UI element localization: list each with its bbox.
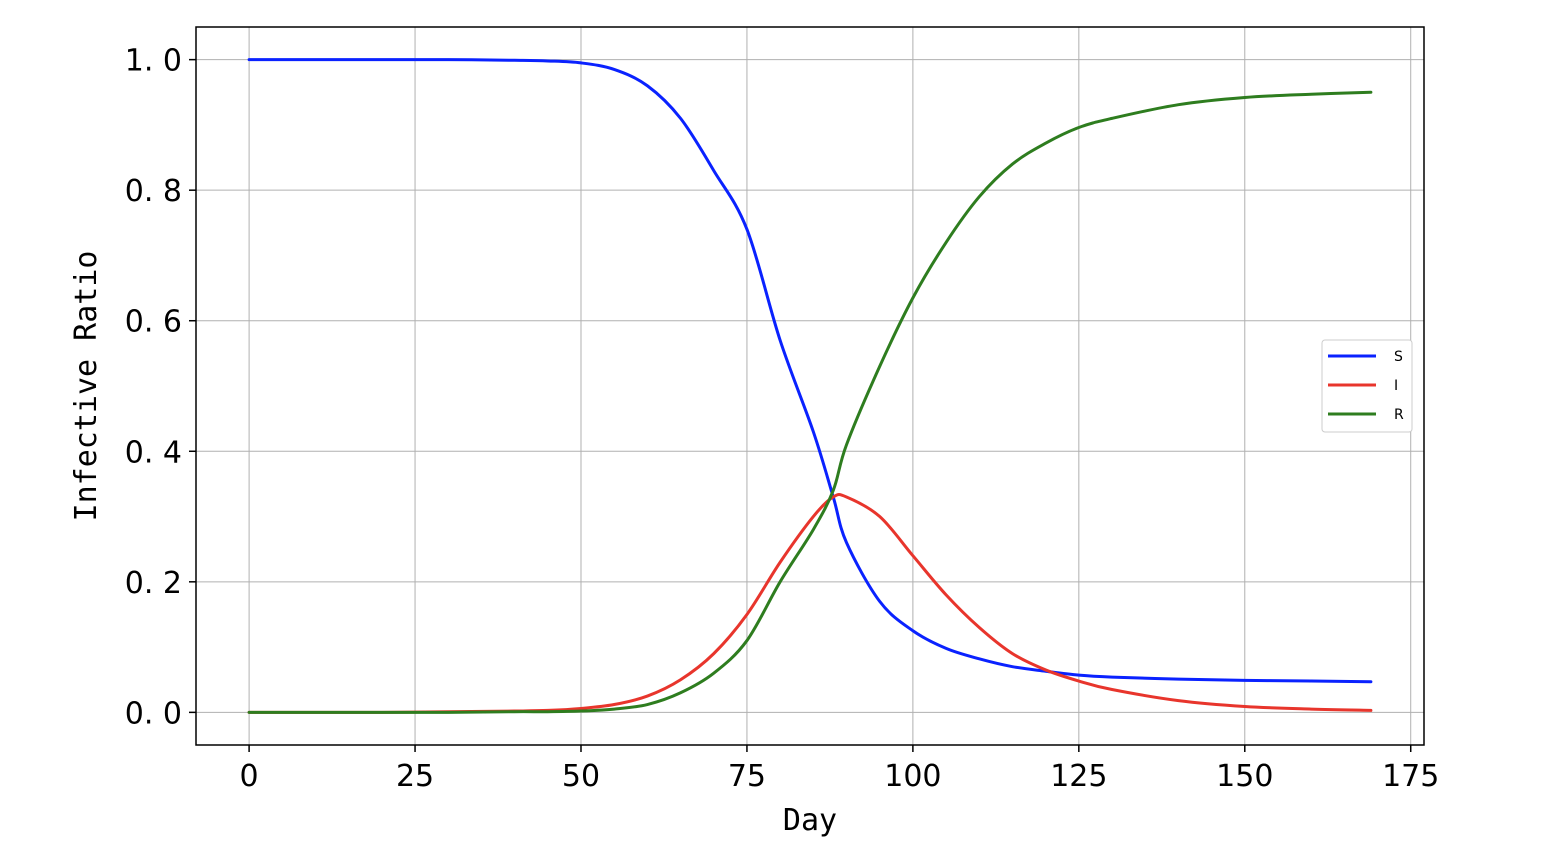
- x-tick-label: 0: [240, 759, 259, 794]
- legend-label-r: R: [1394, 407, 1404, 423]
- grid-lines: [196, 27, 1424, 745]
- series-lines: [247, 58, 1373, 714]
- x-tick-label: 175: [1382, 759, 1439, 794]
- x-tick-label: 75: [728, 759, 766, 794]
- axis-ticks: 0 25 50 75 100 125 150 175 0. 0 0. 2 0. 4 0. 6 0. 8 1…: [125, 44, 1440, 794]
- x-tick-label: 100: [884, 759, 941, 794]
- series-line-r: [247, 90, 1373, 714]
- legend-label-s: S: [1394, 349, 1403, 365]
- y-tick-label: 0. 6: [125, 305, 182, 340]
- x-tick-label: 125: [1050, 759, 1107, 794]
- x-axis-label: Day: [783, 803, 837, 838]
- y-tick-label: 0. 4: [125, 435, 182, 470]
- x-tick-label: 50: [562, 759, 600, 794]
- series-line-s: [247, 58, 1373, 684]
- plot-frame: [195, 26, 1425, 746]
- legend-label-i: I: [1394, 378, 1398, 394]
- x-tick-label: 25: [396, 759, 434, 794]
- y-tick-label: 0. 0: [125, 696, 182, 731]
- x-tick-label: 150: [1216, 759, 1273, 794]
- y-tick-label: 1. 0: [125, 44, 182, 79]
- y-tick-label: 0. 2: [125, 566, 182, 601]
- y-axis-label: Infective Ratio: [69, 251, 104, 522]
- y-tick-label: 0. 8: [125, 174, 182, 209]
- legend: SIR: [1321, 339, 1413, 433]
